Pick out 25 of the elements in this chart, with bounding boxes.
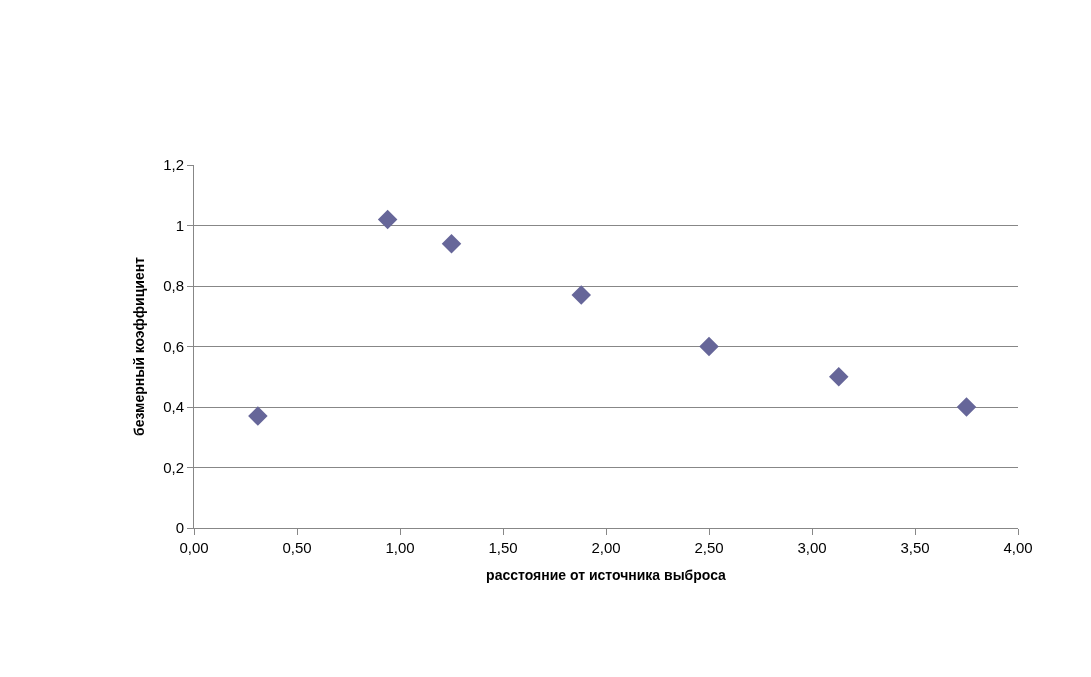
x-tick-label: 4,00	[1003, 539, 1033, 556]
point	[571, 285, 592, 305]
point	[956, 397, 977, 417]
x-tick-label: 0,00	[179, 539, 209, 556]
point	[699, 336, 719, 357]
x-tick-label: 3,50	[900, 539, 930, 556]
x-tick-label: 1,00	[385, 539, 415, 556]
point	[377, 209, 398, 230]
point	[248, 406, 268, 426]
x-tick-label: 2,50	[694, 539, 724, 556]
x-axis-title: расстояние от источника выброса	[486, 567, 727, 584]
y-tick-label: 0,6	[163, 337, 184, 355]
x-tick-label: 1,50	[488, 539, 518, 556]
y-tick-label: 0,8	[163, 277, 184, 295]
y-tick-label: 0,4	[163, 398, 184, 416]
y-tick-label: 0,2	[163, 458, 184, 476]
x-tick-label: 0,50	[282, 539, 312, 556]
y-tick-label: 1	[175, 216, 184, 234]
point	[829, 367, 849, 387]
y-tick-label: 0	[175, 519, 184, 537]
y-tick-label: 1,2	[163, 156, 184, 174]
x-tick-label: 3,00	[797, 539, 827, 556]
x-tick-label: 2,00	[591, 539, 621, 556]
y-axis-title: безмерный коэффициент	[130, 256, 147, 436]
point	[441, 233, 462, 254]
